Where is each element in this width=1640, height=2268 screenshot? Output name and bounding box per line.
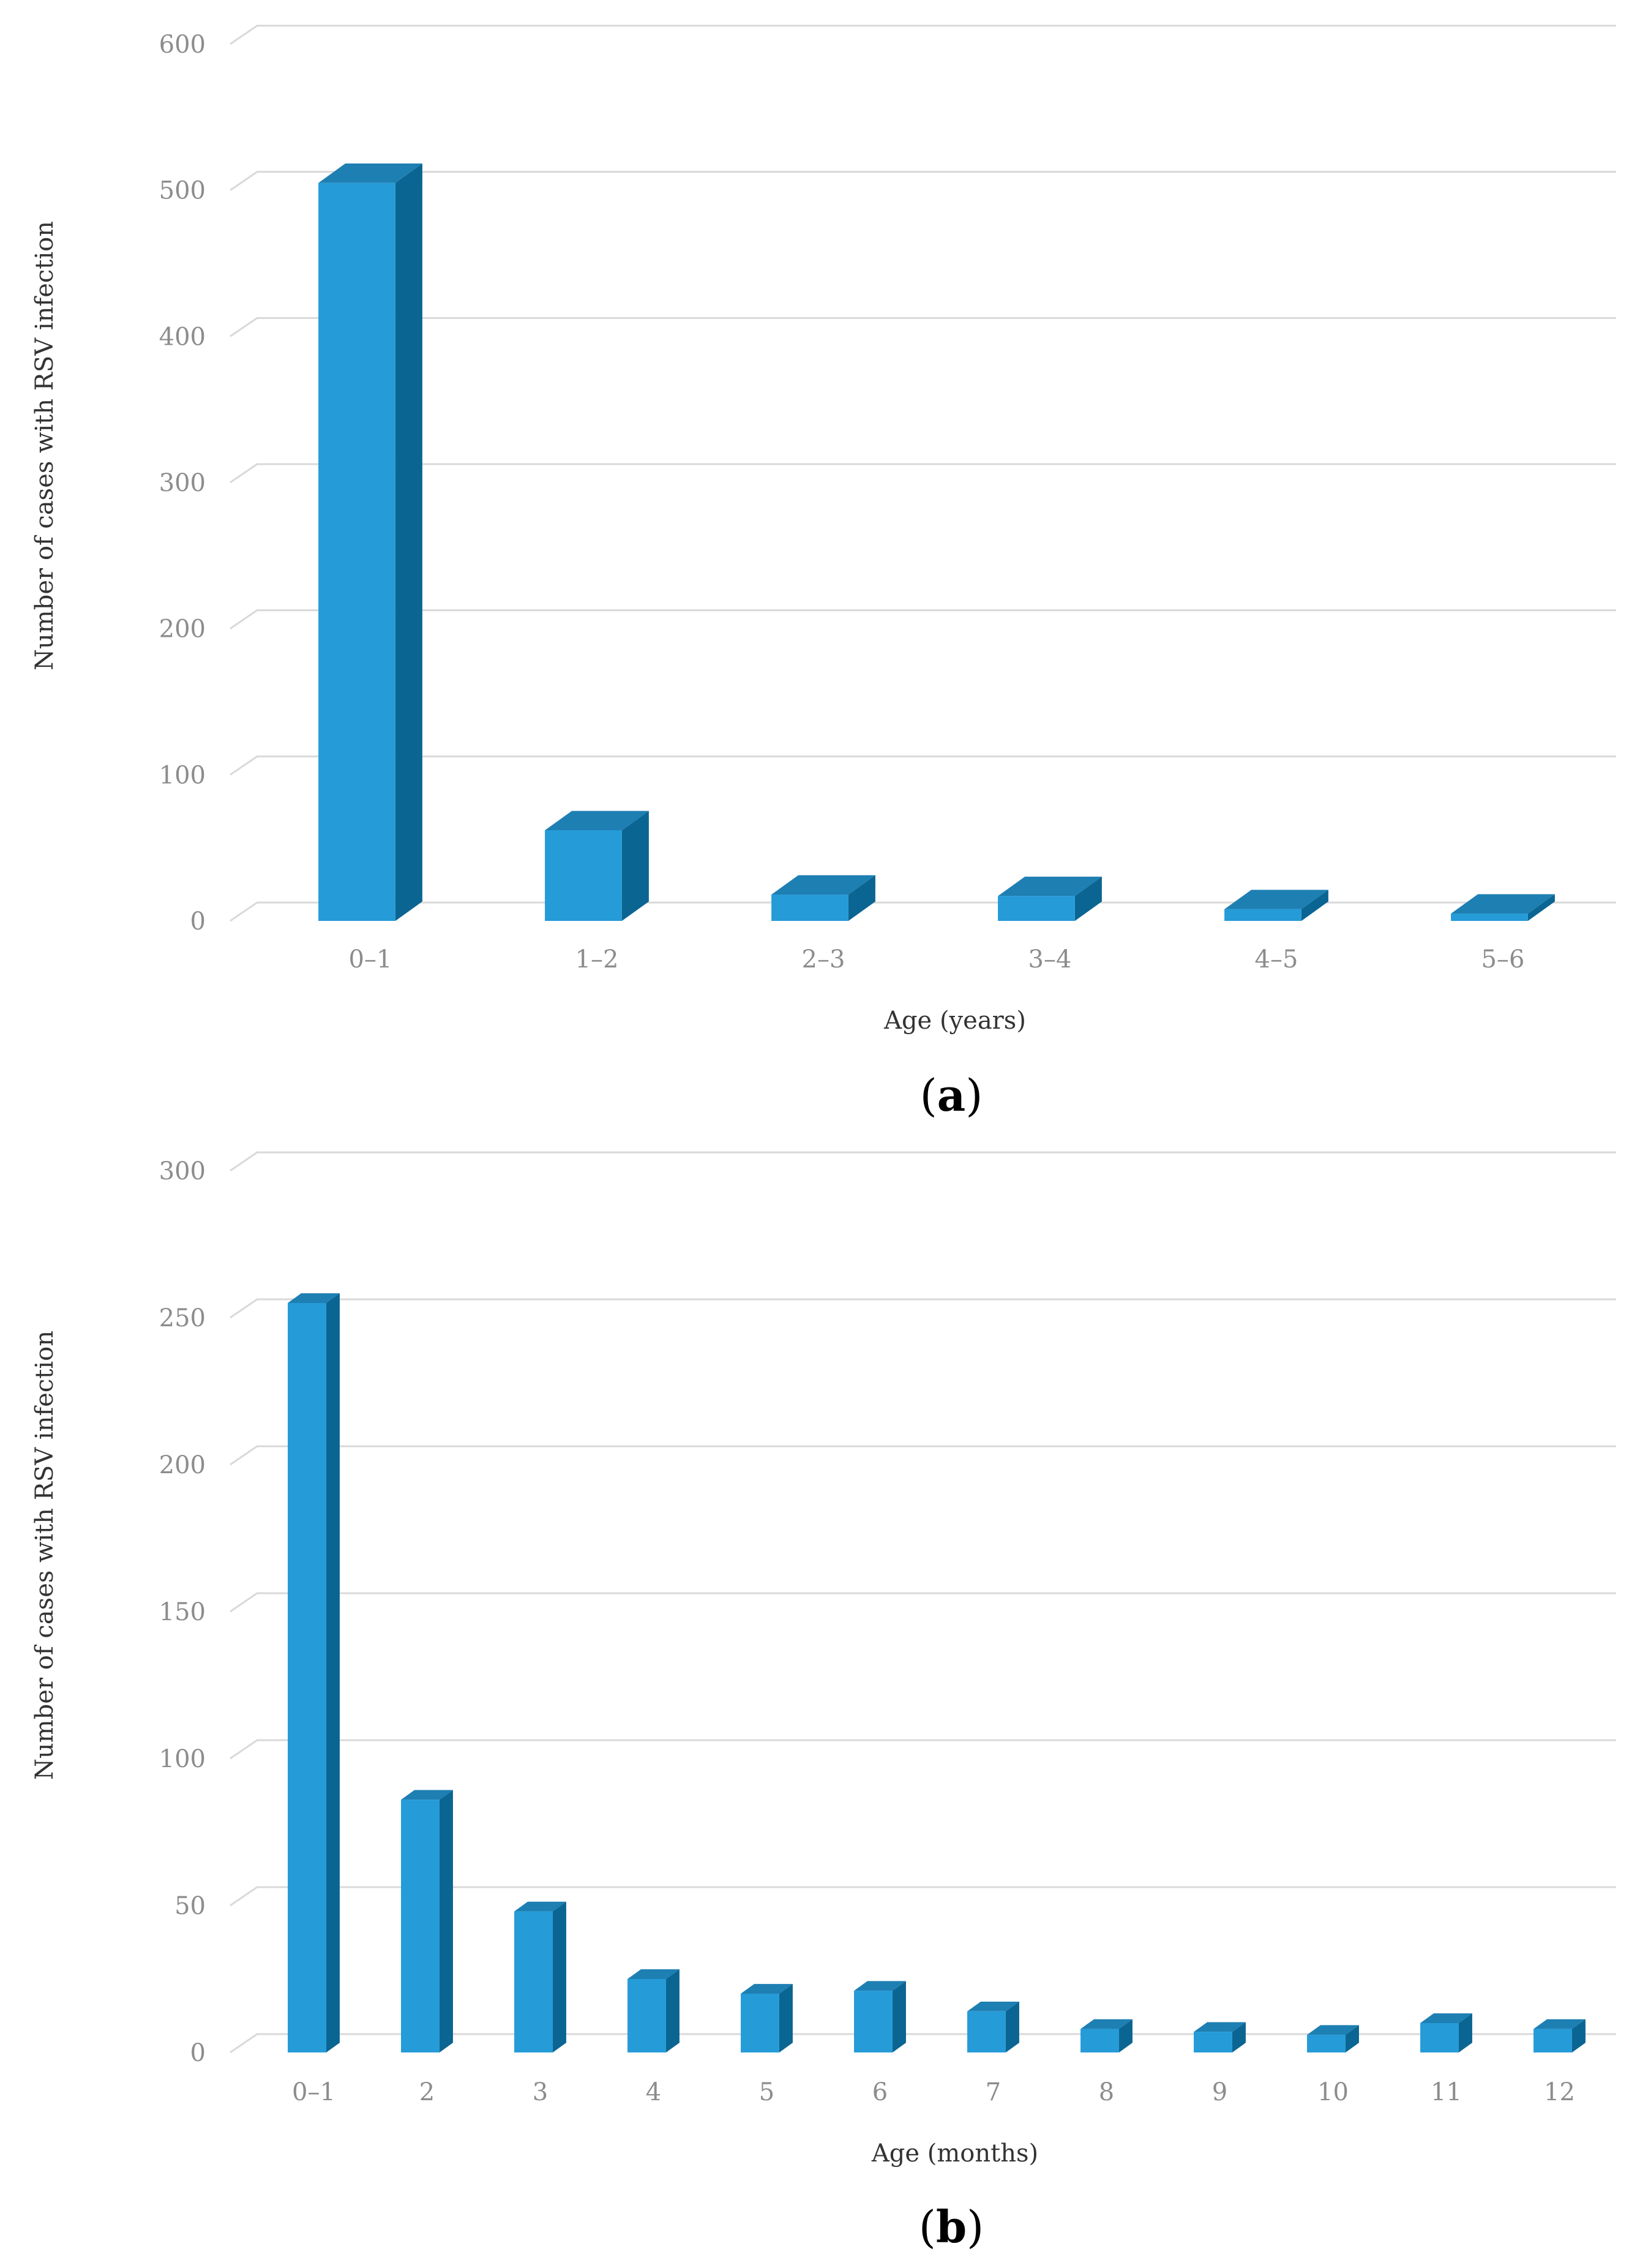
bar (288, 1293, 340, 2052)
y-axis-title: Number of cases with RSV infection (31, 221, 59, 670)
chart-b: 0 50 100 150 200 250 300 0–1 2 3 4 5 6 7 8 9 10 11 12 Num… (31, 1151, 1616, 2253)
x-tick-label: 1–2 (575, 945, 619, 974)
x-axis-title: Age (years) (883, 1007, 1026, 1035)
y-tick-label: 200 (159, 1451, 206, 1479)
y-tick-label: 100 (159, 1745, 206, 1773)
bar (1451, 894, 1555, 921)
bar (627, 1969, 680, 2052)
panel-label: (a) (920, 1069, 983, 1121)
y-tick-label: 300 (159, 1157, 206, 1185)
x-tick-label: 0–1 (349, 945, 392, 974)
gridline (230, 1886, 1616, 1907)
bar (967, 2001, 1019, 2052)
y-tick-label: 200 (159, 615, 206, 644)
x-tick-label: 6 (872, 2078, 888, 2106)
x-tick-label: 4–5 (1255, 945, 1298, 974)
panel-label: (b) (919, 2201, 984, 2253)
bar (854, 1981, 906, 2052)
y-tick-label: 0 (190, 907, 206, 936)
y-tick-label: 0 (190, 2039, 206, 2067)
gridline (230, 609, 1616, 629)
x-tick-label: 11 (1431, 2078, 1462, 2106)
y-tick-label: 150 (159, 1598, 206, 1626)
bar (1080, 2019, 1133, 2052)
bar (1533, 2019, 1586, 2052)
y-tick-label: 600 (159, 31, 206, 59)
chart-a: 0 100 200 300 400 500 600 0–1 1–2 2–3 3–4 4–5 5–6 N… (31, 24, 1616, 1121)
bar (1307, 2025, 1359, 2052)
bar (1224, 890, 1328, 921)
bar (998, 876, 1102, 921)
y-tick-label: 300 (159, 469, 206, 497)
x-tick-labels: 0–1 2 3 4 5 6 7 8 9 10 11 12 (292, 2078, 1575, 2106)
y-tick-label: 100 (159, 761, 206, 789)
x-tick-label: 5–6 (1481, 945, 1525, 974)
x-tick-label: 2–3 (802, 945, 845, 974)
x-tick-label: 8 (1099, 2078, 1114, 2106)
y-tick-labels: 0 50 100 150 200 250 300 (159, 1157, 206, 2067)
y-tick-label: 250 (159, 1304, 206, 1332)
gridline (230, 1739, 1616, 1760)
gridline (230, 2033, 1616, 2054)
bars (288, 1293, 1586, 2052)
x-tick-label: 2 (419, 2078, 435, 2106)
gridline (230, 24, 1616, 45)
x-tick-label: 10 (1317, 2078, 1349, 2106)
bar (545, 811, 649, 921)
gridline (230, 1445, 1616, 1466)
gridline (230, 755, 1616, 776)
x-tick-label: 9 (1212, 2078, 1227, 2106)
gridlines (230, 1151, 1616, 2054)
bars (318, 163, 1555, 921)
bar (741, 1984, 793, 2052)
y-tick-labels: 0 100 200 300 400 500 600 (159, 31, 206, 936)
x-tick-label: 7 (986, 2078, 1001, 2106)
bar (318, 163, 422, 921)
gridline (230, 171, 1616, 191)
x-tick-label: 3–4 (1028, 945, 1072, 974)
x-tick-label: 5 (759, 2078, 774, 2106)
x-tick-label: 12 (1544, 2078, 1575, 2106)
y-tick-label: 50 (174, 1892, 206, 1920)
bar (1194, 2022, 1246, 2052)
y-tick-label: 500 (159, 177, 206, 205)
gridline (230, 901, 1616, 922)
x-axis-title: Age (months) (871, 2139, 1038, 2168)
gridline (230, 1592, 1616, 1613)
bar (514, 1901, 566, 2052)
gridlines (230, 24, 1616, 922)
x-tick-labels: 0–1 1–2 2–3 3–4 4–5 5–6 (349, 945, 1525, 974)
y-axis-title: Number of cases with RSV infection (31, 1331, 59, 1780)
gridline (230, 463, 1616, 484)
x-tick-label: 4 (646, 2078, 661, 2106)
x-tick-label: 3 (533, 2078, 548, 2106)
bar (771, 875, 875, 921)
bar (1420, 2013, 1472, 2052)
gridline (230, 1151, 1616, 1172)
y-tick-label: 400 (159, 323, 206, 351)
gridline (230, 317, 1616, 337)
bar (401, 1790, 453, 2052)
gridline (230, 1298, 1616, 1319)
x-tick-label: 0–1 (292, 2078, 335, 2106)
